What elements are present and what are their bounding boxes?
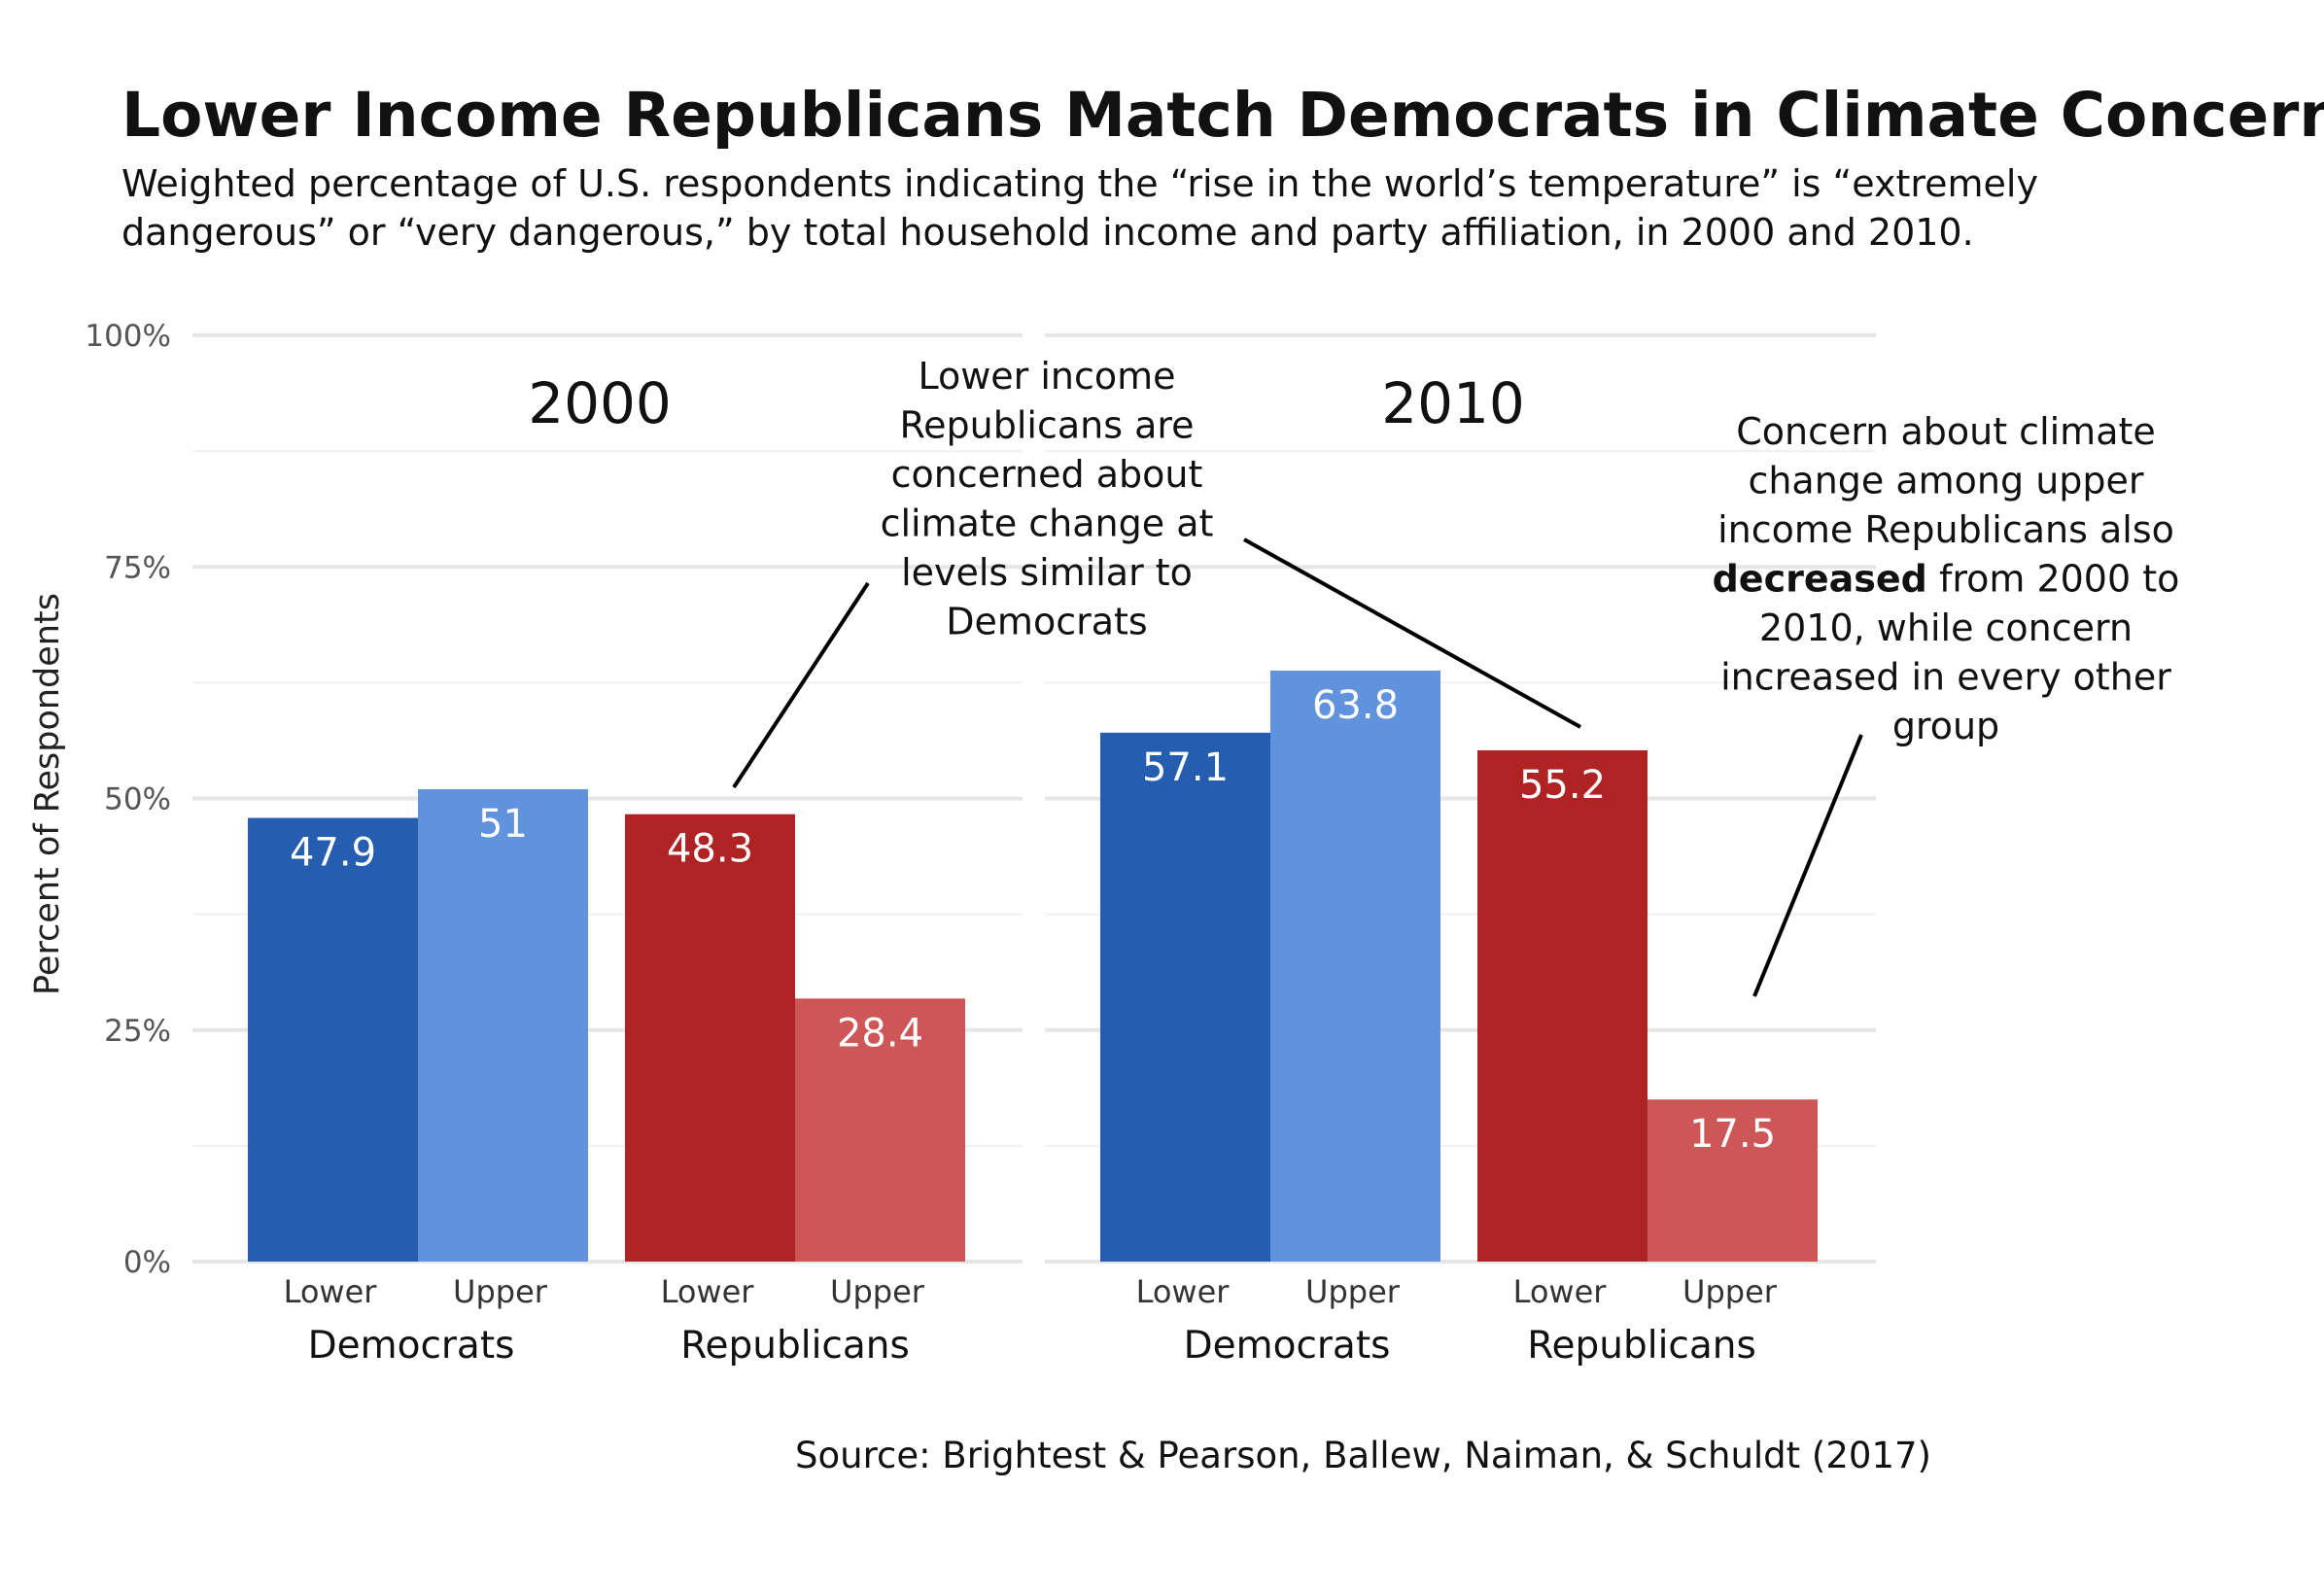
bar-value-label: 17.5	[1689, 1112, 1776, 1157]
subtitle-line-2: dangerous” or “very dangerous,” by total…	[121, 211, 1974, 254]
panel-title: 2000	[528, 370, 672, 436]
bar	[1477, 750, 1648, 1262]
annotation-left-line: Democrats	[946, 601, 1147, 643]
annotation-right-line: change among upper	[1748, 460, 2143, 502]
y-axis-label: Percent of Respondents	[28, 593, 67, 995]
annotation-left-pointer	[734, 583, 868, 787]
panel-2000: 2000 47.9 Lower 51 Upper 48.3 Lower 28.4 Upper De…	[248, 370, 965, 1368]
bar	[1270, 671, 1440, 1262]
income-tick-label: Lower	[1513, 1273, 1608, 1310]
annotation-right-line: 2010, while concern	[1759, 606, 2133, 649]
party-label: Democrats	[1184, 1324, 1391, 1368]
y-tick-label: 0%	[123, 1245, 171, 1280]
income-tick-label: Upper	[1682, 1273, 1778, 1310]
annotation-right-fragment: from 2000 to	[1927, 558, 2180, 601]
income-tick-label: Upper	[830, 1273, 925, 1310]
source-note: Source: Brightest & Pearson, Ballew, Nai…	[795, 1435, 1931, 1476]
bar	[248, 818, 418, 1262]
bar-value-label: 55.2	[1519, 763, 1606, 808]
annotation-right-line: Concern about climate	[1736, 410, 2156, 453]
bar	[625, 814, 795, 1262]
y-tick-label: 50%	[104, 782, 171, 817]
party-label: Democrats	[308, 1324, 515, 1368]
annotation-right-line: increased in every other	[1720, 656, 2171, 699]
bar-value-label: 57.1	[1142, 745, 1229, 790]
y-axis: 0% 25% 50% 75% 100%	[85, 319, 171, 1280]
annotation-right-pointer	[1754, 735, 1861, 996]
bar-value-label: 48.3	[667, 827, 753, 872]
income-tick-label: Lower	[661, 1273, 755, 1310]
party-label: Republicans	[1527, 1324, 1756, 1368]
income-tick-label: Lower	[284, 1273, 378, 1310]
annotation-left-line: Republicans are	[899, 404, 1194, 447]
panel-title: 2010	[1381, 370, 1525, 436]
bar	[418, 789, 588, 1262]
annotation-left-line: Lower income	[918, 355, 1175, 398]
annotation-left-line: climate change at	[881, 502, 1214, 545]
annotation-left-text: Lower income Republicans are concerned abo…	[881, 355, 1214, 643]
annotation-right-line: group	[1892, 705, 1999, 747]
bar-value-label: 51	[478, 802, 528, 847]
income-tick-label: Upper	[1305, 1273, 1401, 1310]
subtitle-line-1: Weighted percentage of U.S. respondents …	[121, 162, 2038, 205]
income-tick-label: Upper	[453, 1273, 548, 1310]
annotation-right-line: income Republicans also	[1717, 508, 2174, 551]
y-tick-label: 100%	[85, 319, 171, 354]
chart-title: Lower Income Republicans Match Democrats…	[121, 80, 2324, 151]
annotation-left-line: levels similar to	[901, 551, 1193, 594]
income-tick-label: Lower	[1136, 1273, 1231, 1310]
bar-value-label: 47.9	[290, 831, 376, 876]
party-label: Republicans	[680, 1324, 910, 1368]
bar	[1100, 733, 1270, 1262]
bar-value-label: 63.8	[1312, 683, 1399, 728]
bar-value-label: 28.4	[837, 1011, 923, 1056]
annotation-right-line: decreased from 2000 to	[1713, 558, 2180, 601]
annotation-left-line: concerned about	[891, 453, 1203, 496]
y-tick-label: 75%	[104, 550, 171, 585]
y-tick-label: 25%	[104, 1014, 171, 1049]
annotation-right-text: Concern about climate change among upper i…	[1713, 410, 2180, 747]
annotation-left: Lower income Republicans are concerned abo…	[734, 355, 1213, 787]
annotation-bold-word: decreased	[1713, 558, 1927, 601]
